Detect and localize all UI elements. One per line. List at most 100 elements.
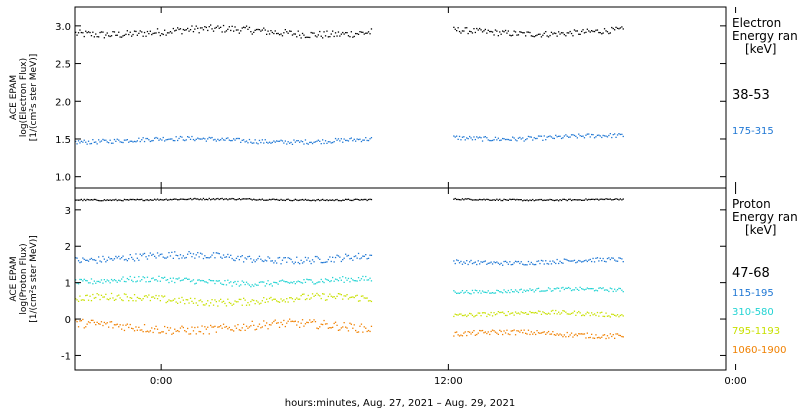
data-point <box>555 309 557 312</box>
data-point <box>109 199 111 201</box>
data-point <box>280 280 282 282</box>
data-point <box>77 140 80 142</box>
data-point <box>152 296 154 298</box>
data-point <box>467 314 469 316</box>
data-point <box>277 301 279 303</box>
data-point <box>359 31 361 33</box>
data-point <box>326 142 328 144</box>
data-point <box>113 138 116 141</box>
data-point <box>166 32 169 34</box>
data-point <box>217 138 219 140</box>
data-point <box>75 140 77 143</box>
data-point <box>353 138 355 140</box>
data-point <box>497 311 499 313</box>
data-point <box>314 35 317 37</box>
data-point <box>370 300 373 303</box>
data-point <box>303 293 305 295</box>
data-point <box>307 36 309 38</box>
data-point <box>179 28 182 30</box>
data-point <box>192 330 195 332</box>
data-point <box>363 255 365 257</box>
data-point <box>319 258 321 260</box>
data-point <box>191 280 193 282</box>
data-point <box>125 33 127 35</box>
data-point <box>278 140 281 142</box>
data-point <box>198 279 200 281</box>
data-point <box>491 263 494 265</box>
data-point <box>471 32 474 34</box>
data-point <box>514 139 517 141</box>
data-point <box>204 281 206 283</box>
data-point <box>323 142 325 145</box>
data-point <box>194 197 196 200</box>
data-point <box>527 313 530 315</box>
data-point <box>245 25 248 27</box>
data-point <box>481 140 484 142</box>
data-point <box>87 31 90 33</box>
data-point <box>106 199 108 201</box>
data-point <box>156 280 159 282</box>
data-point <box>556 287 558 289</box>
data-point <box>92 283 94 285</box>
data-point <box>142 137 144 139</box>
data-point <box>474 199 476 201</box>
data-point <box>162 136 164 139</box>
data-point <box>569 198 571 200</box>
data-point <box>601 336 603 338</box>
data-point <box>549 288 551 290</box>
data-point <box>218 280 220 282</box>
data-point <box>266 33 268 35</box>
data-point <box>182 198 184 200</box>
data-point <box>75 257 77 259</box>
data-point <box>89 31 91 34</box>
data-point <box>254 29 256 31</box>
data-point <box>366 32 368 34</box>
data-point <box>484 291 486 293</box>
data-point <box>316 292 318 295</box>
data-point <box>307 199 309 201</box>
data-point <box>552 33 554 35</box>
data-point <box>556 333 558 335</box>
data-point <box>268 324 271 326</box>
data-point <box>306 278 308 280</box>
data-point <box>506 199 508 201</box>
data-point <box>95 198 97 201</box>
data-point <box>128 326 130 329</box>
data-point <box>260 258 262 260</box>
data-point <box>519 289 521 291</box>
data-point <box>536 34 538 36</box>
data-point <box>588 133 590 135</box>
data-point <box>593 261 596 263</box>
data-point <box>271 198 273 200</box>
data-point <box>165 279 167 281</box>
data-point <box>273 140 275 142</box>
data-point <box>301 198 304 201</box>
data-point <box>529 333 531 336</box>
data-point <box>254 329 256 331</box>
data-point <box>234 199 236 201</box>
data-point <box>149 299 151 302</box>
data-point <box>182 299 184 301</box>
data-point <box>330 295 332 297</box>
data-point <box>589 198 591 201</box>
data-point <box>181 136 183 138</box>
data-point <box>363 297 365 299</box>
data-point <box>247 256 249 258</box>
data-point <box>303 261 305 263</box>
data-point <box>529 288 531 290</box>
data-point <box>497 333 499 335</box>
data-point <box>592 314 594 316</box>
data-point <box>307 321 309 324</box>
data-point <box>136 257 138 259</box>
data-point <box>177 330 179 332</box>
data-point <box>467 292 469 294</box>
data-point <box>493 261 495 263</box>
data-point <box>294 320 296 322</box>
data-point <box>573 199 576 201</box>
data-point <box>152 277 154 279</box>
data-point <box>545 290 547 292</box>
data-point <box>172 299 174 301</box>
data-point <box>102 282 104 284</box>
data-point <box>154 255 156 257</box>
data-point <box>369 198 371 200</box>
